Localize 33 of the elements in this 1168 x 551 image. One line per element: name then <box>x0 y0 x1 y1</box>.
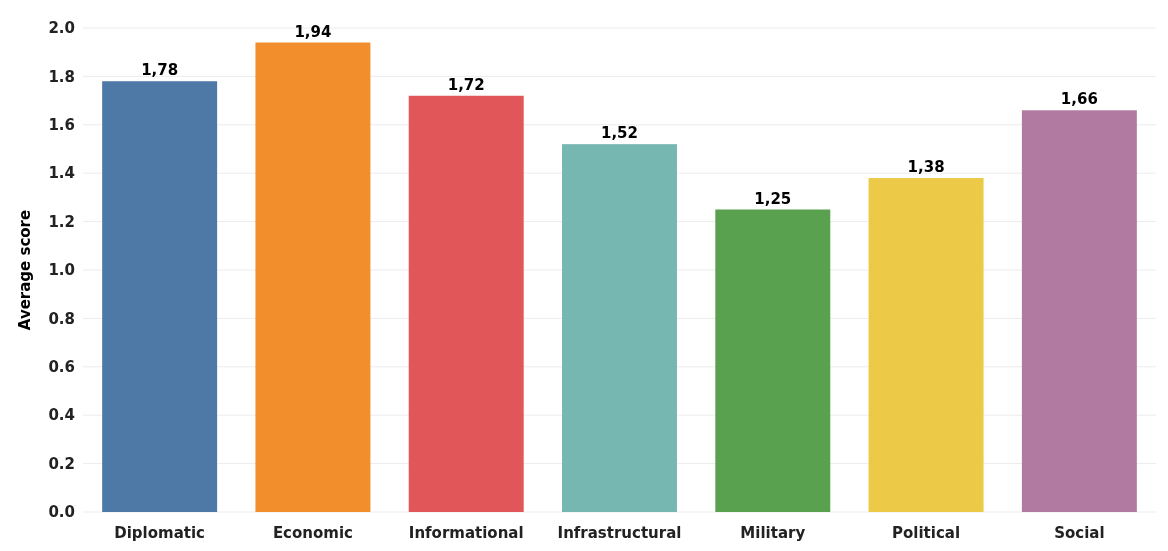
y-tick-label: 0.2 <box>48 454 75 473</box>
y-axis-title: Average score <box>16 209 34 331</box>
y-tick-label: 1.2 <box>48 212 75 231</box>
bar <box>1021 110 1137 512</box>
y-tick-label: 0.4 <box>48 406 75 425</box>
y-tick-label: 0.8 <box>48 309 75 328</box>
data-label: 1,72 <box>447 75 485 94</box>
data-label: 1,38 <box>907 158 945 177</box>
data-label: 1,94 <box>294 22 332 41</box>
x-tick-label: Informational <box>408 524 524 542</box>
y-tick-label: 1.0 <box>48 261 75 280</box>
data-label: 1,25 <box>754 189 792 208</box>
x-tick-label: Political <box>892 524 961 542</box>
data-label: 1,66 <box>1060 90 1098 109</box>
y-tick-label: 0.0 <box>48 503 75 522</box>
bar <box>562 144 677 512</box>
x-tick-label: Economic <box>272 524 353 542</box>
x-tick-label: Social <box>1054 524 1105 542</box>
data-label: 1,52 <box>600 124 639 143</box>
x-tick-label: Military <box>740 524 806 542</box>
y-tick-label: 1.8 <box>48 67 75 86</box>
y-tick-label: 1.6 <box>48 116 75 135</box>
y-tick-label: 0.6 <box>48 358 75 377</box>
data-label: 1,78 <box>141 61 179 80</box>
bar <box>408 95 524 512</box>
y-tick-label: 2.0 <box>48 19 75 38</box>
x-tick-label: Infrastructural <box>557 524 682 542</box>
bar <box>255 42 371 512</box>
x-tick-label: Diplomatic <box>114 524 206 542</box>
y-tick-label: 1.4 <box>48 164 75 183</box>
bar <box>868 178 984 512</box>
bar <box>102 81 218 512</box>
bar <box>715 209 831 512</box>
